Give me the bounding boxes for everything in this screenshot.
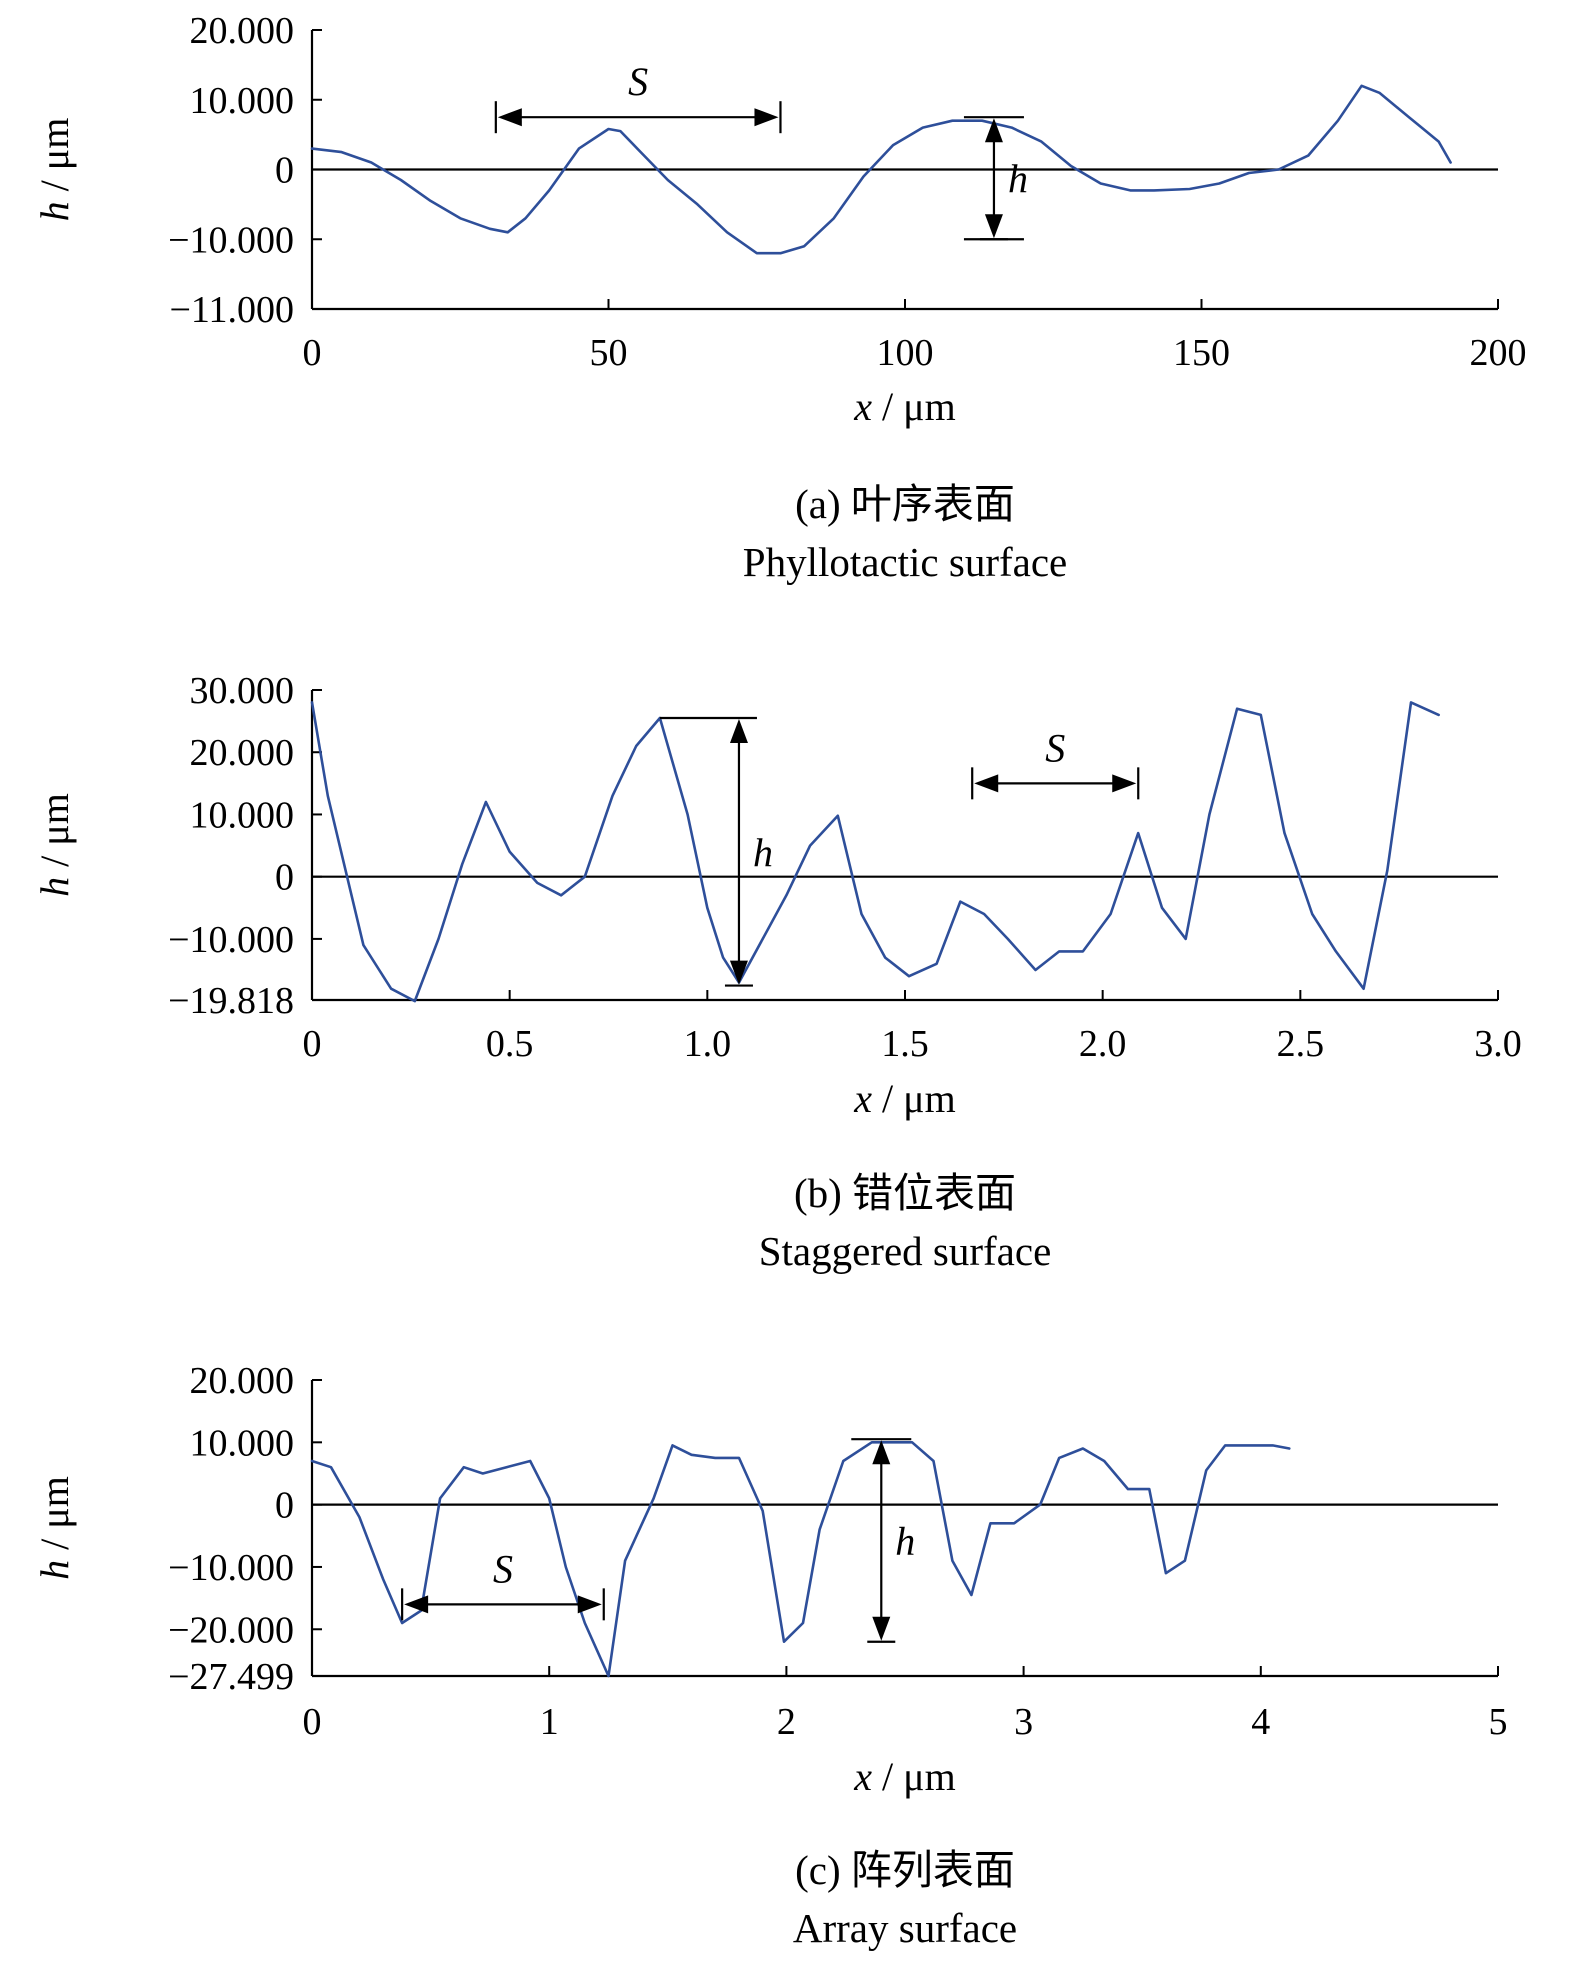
x-tick-label: 2.0 bbox=[1079, 1023, 1127, 1065]
y-axis-label: h / μm bbox=[32, 118, 77, 222]
height-label: h bbox=[753, 830, 773, 875]
arrow-head bbox=[729, 960, 748, 985]
caption-en: Phyllotactic surface bbox=[743, 539, 1067, 585]
y-tick-label: 20.000 bbox=[190, 1360, 295, 1402]
y-tick-label: −27.499 bbox=[168, 1656, 294, 1698]
x-tick-label: 0.5 bbox=[486, 1023, 534, 1065]
surface-profile-line bbox=[310, 84, 1452, 255]
spacing-annotation: S bbox=[401, 1546, 605, 1621]
height-annotation: h bbox=[963, 116, 1028, 241]
y-tick-label: 0 bbox=[275, 857, 294, 899]
x-tick-label: 0 bbox=[303, 1701, 322, 1743]
caption-cn: (c) 阵列表面 bbox=[795, 1847, 1015, 1893]
arrow-head bbox=[872, 1440, 891, 1465]
y-tick-label: 10.000 bbox=[190, 80, 295, 122]
arrow-head bbox=[404, 1595, 429, 1614]
height-label: h bbox=[1008, 156, 1028, 201]
arrow-head bbox=[754, 108, 779, 127]
x-tick-label: 150 bbox=[1173, 332, 1230, 374]
arrow-head bbox=[497, 108, 522, 127]
y-tick-label: 10.000 bbox=[190, 794, 295, 836]
x-tick-label: 200 bbox=[1470, 332, 1527, 374]
x-tick-label: 0 bbox=[303, 1023, 322, 1065]
chart-panel-b: 0 0.5 1.0 1.5 2.0 2.5 3.030.00020.00010.0000−1… bbox=[32, 670, 1522, 1274]
y-tick-label: 0 bbox=[275, 150, 294, 192]
spacing-annotation: S bbox=[494, 59, 782, 134]
arrow-head bbox=[729, 719, 748, 744]
x-tick-label: 4 bbox=[1251, 1701, 1270, 1743]
y-tick-label: −11.000 bbox=[169, 289, 294, 331]
height-label: h bbox=[895, 1518, 915, 1563]
y-tick-label: −10.000 bbox=[168, 919, 294, 961]
y-tick-label: −10.000 bbox=[168, 219, 294, 261]
height-annotation: h bbox=[851, 1438, 915, 1643]
caption-cn: (a) 叶序表面 bbox=[795, 481, 1015, 527]
spacing-label: S bbox=[628, 59, 648, 104]
surface-profile-line bbox=[310, 1441, 1291, 1678]
x-axis-label: x / μm bbox=[853, 384, 955, 429]
spacing-label: S bbox=[493, 1546, 513, 1591]
y-tick-label: −20.000 bbox=[168, 1609, 294, 1651]
chart-panel-a: 0 50 100 150 200 20.000 10.000 0 −10.000 −11.000 x… bbox=[32, 10, 1527, 585]
x-tick-label: 2 bbox=[777, 1701, 796, 1743]
arrow-head bbox=[974, 774, 999, 793]
caption-cn: (b) 错位表面 bbox=[794, 1170, 1016, 1216]
x-tick-label: 0 bbox=[303, 332, 322, 374]
y-tick-label: 30.000 bbox=[190, 670, 295, 712]
x-axis-label: x / μm bbox=[853, 1076, 955, 1121]
y-tick-label: 20.000 bbox=[190, 732, 295, 774]
chart-panel-c: 0 1 2 3 4 5 20.000 10.000 0 −10.000 −20.000 −27.499… bbox=[32, 1360, 1508, 1951]
y-tick-label: 20.000 bbox=[190, 10, 295, 52]
y-tick-label: −19.818 bbox=[168, 980, 294, 1022]
arrow-head bbox=[577, 1595, 602, 1614]
spacing-label: S bbox=[1045, 725, 1065, 770]
x-axis-label: x / μm bbox=[853, 1754, 955, 1799]
spacing-annotation: S bbox=[971, 725, 1140, 800]
x-tick-label: 3 bbox=[1014, 1701, 1033, 1743]
y-tick-label: 0 bbox=[275, 1485, 294, 1527]
y-tick-label: 10.000 bbox=[190, 1422, 295, 1464]
x-tick-label: 3.0 bbox=[1474, 1023, 1522, 1065]
x-tick-label: 50 bbox=[590, 332, 628, 374]
y-axis-label: h / μm bbox=[32, 793, 77, 897]
x-tick-label: 1.0 bbox=[684, 1023, 732, 1065]
height-annotation: h bbox=[659, 716, 773, 987]
y-axis-label: h / μm bbox=[32, 1476, 77, 1580]
x-tick-label: 100 bbox=[877, 332, 934, 374]
arrow-head bbox=[872, 1616, 891, 1641]
x-tick-label: 1.5 bbox=[881, 1023, 929, 1065]
arrow-head bbox=[1112, 774, 1137, 793]
arrow-head bbox=[984, 118, 1003, 143]
x-tick-label: 2.5 bbox=[1277, 1023, 1325, 1065]
y-tick-label: −10.000 bbox=[168, 1547, 294, 1589]
caption-en: Staggered surface bbox=[759, 1228, 1052, 1274]
x-tick-label: 5 bbox=[1489, 1701, 1508, 1743]
surface-profile-line bbox=[310, 701, 1440, 1003]
x-tick-label: 1 bbox=[540, 1701, 559, 1743]
arrow-head bbox=[984, 214, 1003, 239]
caption-en: Array surface bbox=[793, 1905, 1017, 1951]
